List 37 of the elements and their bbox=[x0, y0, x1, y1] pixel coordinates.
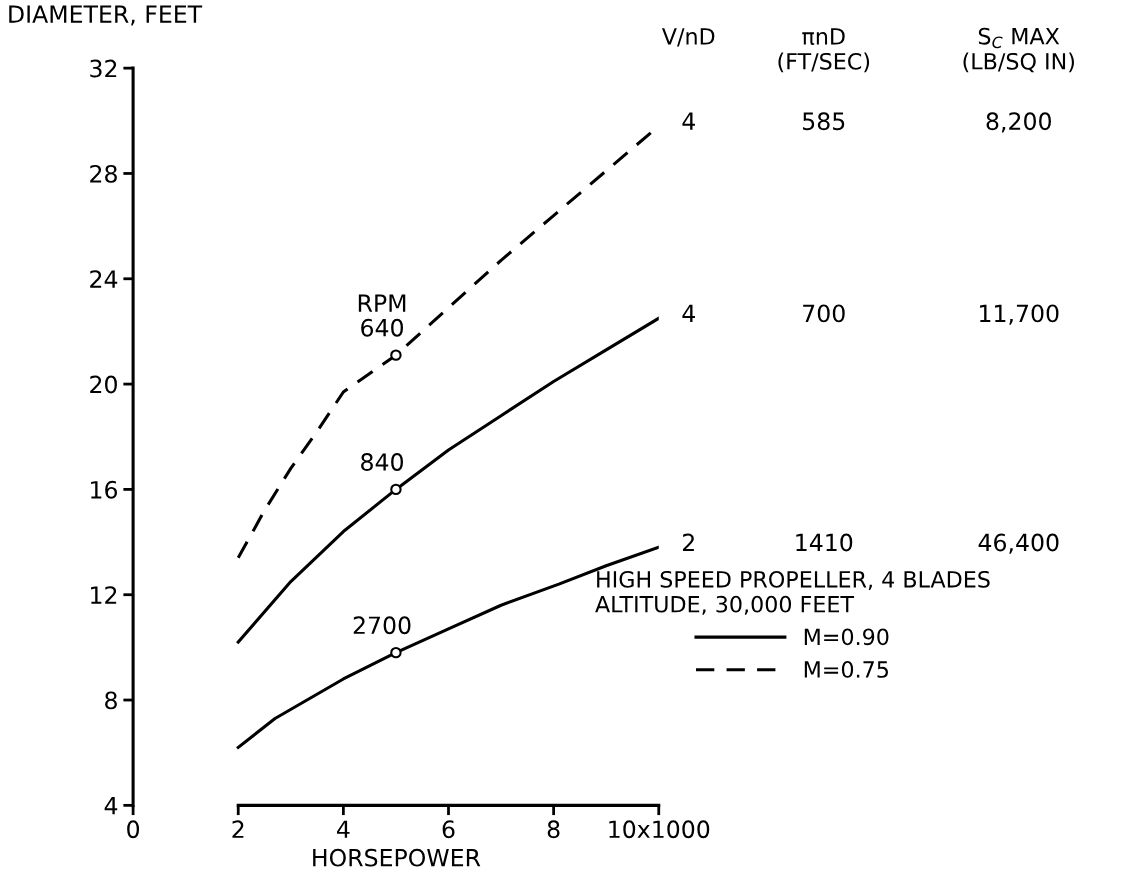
text: 11,700 bbox=[980, 304, 1059, 325]
annotation: 840 bbox=[361, 453, 403, 471]
text: 2 bbox=[682, 533, 694, 552]
annotation: RPM 640 bbox=[358, 294, 406, 337]
text: 700 bbox=[803, 304, 845, 323]
y-tick-label: 12 bbox=[91, 586, 117, 604]
x-tick-label: 6 bbox=[442, 820, 455, 839]
point bbox=[390, 646, 402, 659]
y-tick-label: 8 bbox=[105, 691, 117, 710]
annotation: 2700 bbox=[353, 616, 411, 635]
point bbox=[390, 483, 402, 496]
text: 46,400 bbox=[978, 533, 1059, 554]
x-tick-label: 0 bbox=[127, 820, 140, 839]
y-tick-label: 4 bbox=[104, 797, 118, 815]
point bbox=[390, 349, 402, 361]
y-tick-label: 32 bbox=[90, 59, 117, 78]
x-tick-label: 4 bbox=[337, 820, 350, 838]
legend-title: HIGH SPEED PROPELLER, 4 BLADES ALTITUDE, 30,000 FEET bbox=[595, 570, 990, 615]
legend-label: M=0.75 bbox=[804, 661, 888, 678]
text: V/nD bbox=[661, 28, 715, 47]
x-tick-label: 10x1000 bbox=[609, 820, 710, 839]
x-tick-label: 2 bbox=[232, 820, 244, 838]
y-axis-title: DIAMETER, FEET bbox=[9, 5, 203, 26]
text: 8,200 bbox=[986, 112, 1051, 133]
x-axis-title: HORSEPOWER bbox=[313, 848, 481, 867]
text: 4 bbox=[682, 112, 695, 130]
legend-label: M=0.90 bbox=[804, 628, 889, 646]
x-tick-label: 8 bbox=[547, 820, 560, 839]
y-tick-label: 20 bbox=[90, 375, 117, 394]
text: 4 bbox=[682, 304, 695, 323]
y-tick-label: 28 bbox=[90, 164, 117, 183]
y-tick-label: 24 bbox=[90, 270, 118, 288]
text: πnD (FT/SEC) bbox=[778, 28, 870, 73]
y-tick-label: 16 bbox=[91, 480, 118, 499]
text: 585 bbox=[803, 112, 845, 131]
text: S$_{C}$ MAX (LB/SQ IN) bbox=[963, 27, 1074, 73]
text: 1410 bbox=[796, 533, 853, 552]
